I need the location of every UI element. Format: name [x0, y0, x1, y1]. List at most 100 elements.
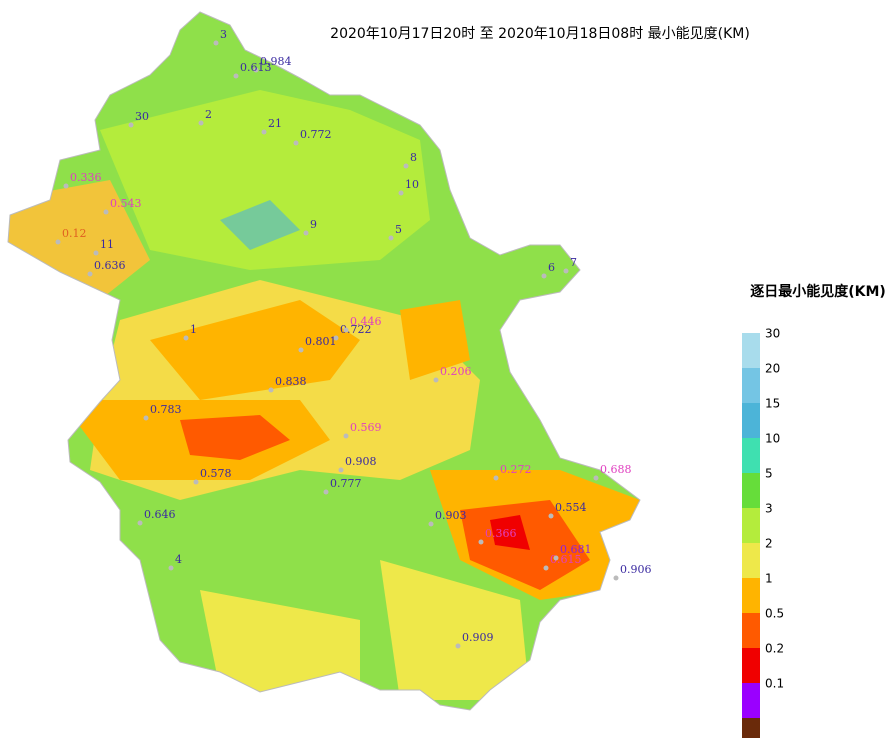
province-outline — [7, 11, 641, 711]
station-label: 10 — [405, 178, 419, 191]
station-label: 4 — [175, 553, 182, 566]
station-label: 21 — [268, 117, 282, 130]
station-label: 0.578 — [200, 467, 232, 480]
station-label: 0.569 — [350, 421, 382, 434]
station-dot — [233, 73, 239, 79]
station-dot — [478, 539, 484, 545]
station-dot — [143, 415, 149, 421]
station-label: 30 — [135, 110, 149, 123]
station-label: 0.908 — [345, 455, 377, 468]
legend-swatch — [742, 508, 760, 544]
station-dot — [433, 377, 439, 383]
legend-swatch — [742, 333, 760, 369]
station-dot — [268, 387, 274, 393]
station-label: 0.636 — [94, 259, 126, 272]
station-dot — [455, 643, 461, 649]
station-dot — [543, 565, 549, 571]
station-label: 0.206 — [440, 365, 472, 378]
station-label: 5 — [395, 223, 402, 236]
station-label: 0.613 — [240, 61, 272, 74]
station-dot — [403, 163, 409, 169]
station-dot — [103, 209, 109, 215]
legend-label: 15 — [765, 397, 780, 411]
station-dot — [493, 475, 499, 481]
station-label: 0.681 — [560, 543, 592, 556]
station-dot — [55, 239, 61, 245]
station-dot — [343, 433, 349, 439]
legend-label: 5 — [765, 467, 773, 481]
station-label: 0.801 — [305, 335, 337, 348]
station-dot — [128, 122, 134, 128]
legend-swatch — [742, 613, 760, 649]
legend: 30 20 15 10 5 3 2 1 0.5 0.2 0.1 — [742, 327, 784, 742]
station-label: 0.554 — [555, 501, 587, 514]
station-label: 0.336 — [70, 171, 102, 184]
station-label: 7 — [570, 256, 577, 269]
station-dot — [93, 250, 99, 256]
legend-label: 10 — [765, 432, 780, 446]
station-label: 0.543 — [110, 197, 142, 210]
legend-label: 30 — [765, 327, 780, 341]
station-dot — [183, 335, 189, 341]
station-label: 0.909 — [462, 631, 494, 644]
station-label: 0.984 — [260, 55, 292, 68]
legend-swatch — [742, 718, 760, 742]
station-label: 9 — [310, 218, 317, 231]
station-dot — [137, 520, 143, 526]
legend-label: 0.1 — [765, 677, 784, 691]
legend-label: 0.5 — [765, 607, 784, 621]
station-dot — [63, 183, 69, 189]
station-label: 8 — [410, 151, 417, 164]
legend-label: 3 — [765, 502, 773, 516]
station-label: 0.446 — [350, 315, 382, 328]
station-label: 0.772 — [300, 128, 332, 141]
station-dot — [323, 489, 329, 495]
station-label: 0.12 — [62, 227, 87, 240]
legend-swatch — [742, 648, 760, 684]
station-dot — [333, 335, 339, 341]
station-label: 1 — [190, 323, 197, 336]
station-dot — [253, 67, 259, 73]
legend-swatch — [742, 403, 760, 439]
station-label: 0.783 — [150, 403, 182, 416]
station-dot — [613, 575, 619, 581]
legend-swatch — [742, 473, 760, 509]
station-label: 0.722 — [340, 323, 372, 336]
station-dot — [293, 140, 299, 146]
legend-label: 20 — [765, 362, 780, 376]
legend-swatch — [742, 683, 760, 719]
station-dot — [261, 129, 267, 135]
legend-swatch — [742, 543, 760, 579]
legend-title: 逐日最小能见度(KM) — [750, 283, 886, 300]
station-dot — [198, 120, 204, 126]
station-label: 6 — [548, 261, 555, 274]
station-label: 0.615 — [550, 553, 582, 566]
station-dot — [548, 513, 554, 519]
station-dot — [343, 327, 349, 333]
legend-label: 2 — [765, 537, 773, 551]
station-label: 0.688 — [600, 463, 632, 476]
station-dot — [553, 555, 559, 561]
map-title: 2020年10月17日20时 至 2020年10月18日08时 最小能见度(KM… — [330, 26, 750, 42]
station-dot — [398, 190, 404, 196]
station-dot — [168, 565, 174, 571]
station-label: 3 — [220, 28, 227, 41]
station-dot — [193, 479, 199, 485]
station-label: 0.838 — [275, 375, 307, 388]
station-dot — [541, 273, 547, 279]
station-label: 0.906 — [620, 563, 652, 576]
station-label: 0.272 — [500, 463, 532, 476]
station-dot — [87, 271, 93, 277]
station-label: 11 — [100, 238, 114, 251]
legend-label: 0.2 — [765, 642, 784, 656]
legend-swatch — [742, 438, 760, 474]
station-dot — [428, 521, 434, 527]
station-label: 0.646 — [144, 508, 176, 521]
station-dot — [593, 475, 599, 481]
station-dot — [338, 467, 344, 473]
station-label: 0.366 — [485, 527, 517, 540]
legend-swatch — [742, 578, 760, 614]
station-dot — [303, 230, 309, 236]
station-label: 0.903 — [435, 509, 467, 522]
